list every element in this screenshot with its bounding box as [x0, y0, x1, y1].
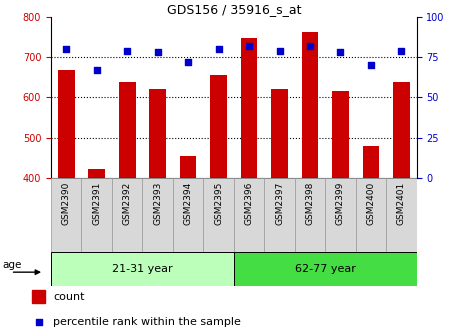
- FancyBboxPatch shape: [295, 178, 325, 252]
- FancyBboxPatch shape: [81, 178, 112, 252]
- Point: [154, 50, 161, 55]
- Point: [367, 62, 375, 68]
- Bar: [301, 32, 319, 178]
- Point: [63, 46, 70, 52]
- FancyBboxPatch shape: [234, 178, 264, 252]
- Bar: [119, 82, 136, 178]
- FancyBboxPatch shape: [51, 252, 234, 286]
- Text: 62-77 year: 62-77 year: [295, 264, 356, 274]
- FancyBboxPatch shape: [264, 178, 295, 252]
- Text: GSM2391: GSM2391: [92, 182, 101, 225]
- Title: GDS156 / 35916_s_at: GDS156 / 35916_s_at: [167, 3, 301, 16]
- Text: GSM2399: GSM2399: [336, 182, 345, 225]
- Bar: [88, 169, 105, 178]
- Point: [245, 43, 253, 48]
- Text: count: count: [53, 292, 85, 302]
- Point: [93, 67, 100, 73]
- Bar: [58, 71, 75, 178]
- FancyBboxPatch shape: [112, 178, 143, 252]
- Text: GSM2398: GSM2398: [306, 182, 314, 225]
- Text: GSM2395: GSM2395: [214, 182, 223, 225]
- Point: [307, 43, 314, 48]
- Text: GSM2397: GSM2397: [275, 182, 284, 225]
- Text: age: age: [2, 260, 22, 270]
- Text: GSM2396: GSM2396: [244, 182, 254, 225]
- FancyBboxPatch shape: [51, 178, 81, 252]
- Point: [337, 50, 344, 55]
- FancyBboxPatch shape: [143, 178, 173, 252]
- Text: GSM2394: GSM2394: [184, 182, 193, 225]
- FancyBboxPatch shape: [234, 252, 417, 286]
- Text: GSM2400: GSM2400: [367, 182, 375, 225]
- FancyBboxPatch shape: [173, 178, 203, 252]
- Bar: [332, 91, 349, 178]
- Point: [215, 46, 222, 52]
- FancyBboxPatch shape: [386, 178, 417, 252]
- Text: percentile rank within the sample: percentile rank within the sample: [53, 317, 241, 327]
- Text: GSM2392: GSM2392: [123, 182, 131, 225]
- Bar: [210, 75, 227, 178]
- Bar: [271, 89, 288, 178]
- Point: [124, 48, 131, 53]
- Text: GSM2390: GSM2390: [62, 182, 71, 225]
- FancyBboxPatch shape: [203, 178, 234, 252]
- Text: GSM2401: GSM2401: [397, 182, 406, 225]
- Point: [35, 320, 43, 325]
- FancyBboxPatch shape: [325, 178, 356, 252]
- Point: [184, 59, 192, 65]
- Text: GSM2393: GSM2393: [153, 182, 162, 225]
- Bar: [180, 156, 196, 178]
- Bar: [241, 38, 257, 178]
- Bar: [31, 290, 45, 303]
- Text: 21-31 year: 21-31 year: [112, 264, 173, 274]
- FancyBboxPatch shape: [356, 178, 386, 252]
- Bar: [363, 146, 379, 178]
- Bar: [149, 89, 166, 178]
- Point: [276, 48, 283, 53]
- Bar: [393, 82, 410, 178]
- Point: [398, 48, 405, 53]
